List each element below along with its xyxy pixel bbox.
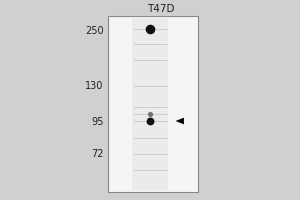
Point	[148, 112, 152, 116]
Bar	[108, 16, 198, 192]
Bar	[132, 18, 168, 190]
Text: 72: 72	[91, 149, 103, 159]
Text: 130: 130	[85, 81, 103, 91]
Text: 95: 95	[91, 117, 104, 127]
Text: T47D: T47D	[147, 4, 174, 14]
Point	[148, 119, 152, 123]
Text: 250: 250	[85, 26, 104, 36]
Point	[148, 27, 152, 31]
Polygon shape	[176, 118, 184, 124]
